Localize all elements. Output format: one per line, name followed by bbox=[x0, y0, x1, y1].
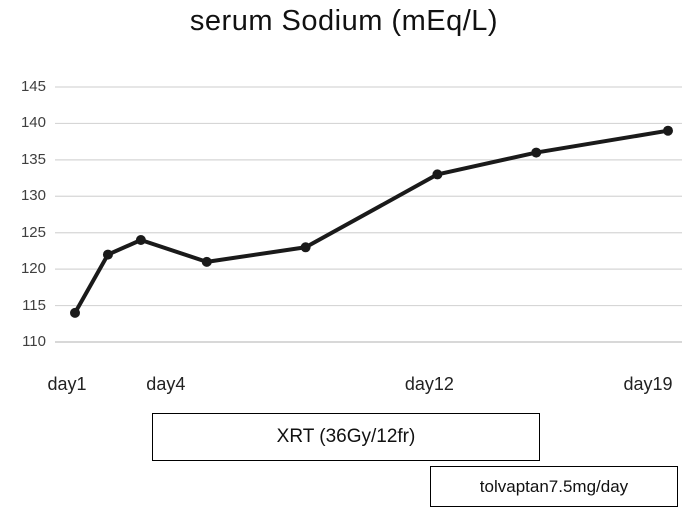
y-tick-label: 125 bbox=[20, 223, 46, 241]
data-point bbox=[70, 307, 80, 318]
y-tick-label: 140 bbox=[20, 114, 46, 132]
series-line bbox=[73, 128, 670, 315]
data-point bbox=[300, 242, 311, 253]
x-tick-label: day19 bbox=[623, 374, 673, 394]
x-tick-label: day1 bbox=[47, 374, 87, 394]
y-tick-label: 115 bbox=[22, 296, 46, 314]
x-tick-label: day4 bbox=[146, 374, 186, 394]
data-point bbox=[432, 169, 443, 180]
data-point bbox=[663, 125, 673, 136]
xrt-annotation-label: XRT (36Gy/12fr) bbox=[276, 426, 416, 447]
y-tick-label: 130 bbox=[20, 187, 46, 205]
y-tick-label: 145 bbox=[20, 78, 46, 95]
tolvaptan-annotation-label: tolvaptan7.5mg/day bbox=[479, 476, 629, 496]
data-point bbox=[531, 147, 542, 158]
y-tick-label: 120 bbox=[20, 260, 46, 278]
data-point bbox=[102, 249, 113, 260]
y-tick-label: 135 bbox=[20, 150, 46, 168]
xrt-annotation-box: XRT (36Gy/12fr) bbox=[152, 413, 540, 461]
y-tick-label: 110 bbox=[22, 333, 46, 350]
x-tick-label: day12 bbox=[404, 374, 454, 394]
chart-title: serum Sodium (mEq/L) bbox=[189, 5, 499, 37]
tolvaptan-annotation-box: tolvaptan7.5mg/day bbox=[430, 466, 678, 507]
data-point bbox=[135, 235, 146, 245]
data-point bbox=[201, 256, 212, 267]
